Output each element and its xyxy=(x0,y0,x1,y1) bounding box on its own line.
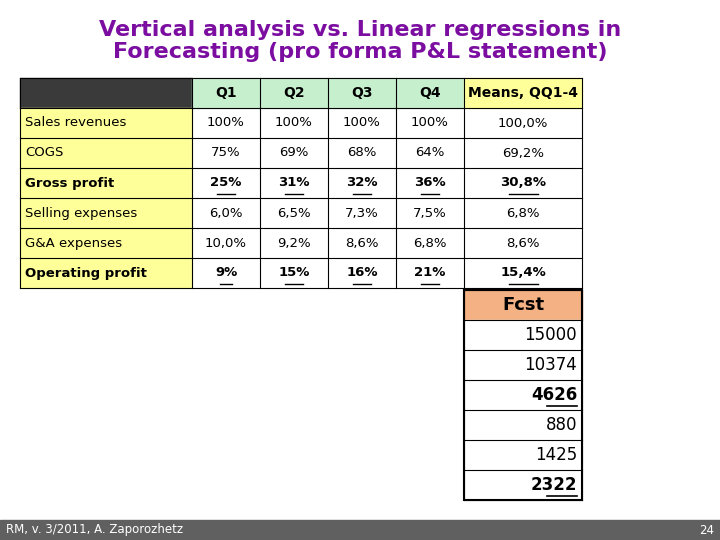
Text: 36%: 36% xyxy=(414,177,446,190)
Text: 7,3%: 7,3% xyxy=(345,206,379,219)
Bar xyxy=(20,258,192,288)
Bar xyxy=(464,320,582,350)
Text: 4626: 4626 xyxy=(531,386,577,404)
Bar xyxy=(396,78,464,108)
Text: G&A expenses: G&A expenses xyxy=(25,237,122,249)
Text: 7,5%: 7,5% xyxy=(413,206,447,219)
Text: 100%: 100% xyxy=(343,117,381,130)
Text: 1425: 1425 xyxy=(535,446,577,464)
Text: 100,0%: 100,0% xyxy=(498,117,548,130)
Bar xyxy=(20,78,192,108)
Text: 32%: 32% xyxy=(346,177,378,190)
Text: 15,4%: 15,4% xyxy=(500,267,546,280)
Bar xyxy=(328,78,396,108)
Bar xyxy=(20,198,192,228)
Text: Q2: Q2 xyxy=(283,86,305,100)
Text: Fcst: Fcst xyxy=(502,296,544,314)
Bar xyxy=(464,380,582,410)
Bar xyxy=(464,290,582,500)
Text: 31%: 31% xyxy=(278,177,310,190)
Bar xyxy=(20,168,192,198)
Text: Sales revenues: Sales revenues xyxy=(25,117,127,130)
Text: Means, QQ1-4: Means, QQ1-4 xyxy=(468,86,578,100)
Bar xyxy=(464,78,582,108)
Bar xyxy=(20,228,192,258)
Bar xyxy=(464,440,582,470)
Text: 8,6%: 8,6% xyxy=(506,237,540,249)
Text: 10374: 10374 xyxy=(524,356,577,374)
Text: 9%: 9% xyxy=(215,267,237,280)
Text: Vertical analysis vs. Linear regressions in: Vertical analysis vs. Linear regressions… xyxy=(99,20,621,40)
Bar xyxy=(464,290,582,320)
Text: 64%: 64% xyxy=(415,146,445,159)
Bar xyxy=(20,108,192,138)
Text: Q1: Q1 xyxy=(215,86,237,100)
Text: 16%: 16% xyxy=(346,267,378,280)
Text: 15%: 15% xyxy=(279,267,310,280)
Text: RM, v. 3/2011, A. Zaporozhetz: RM, v. 3/2011, A. Zaporozhetz xyxy=(6,523,183,537)
Text: 69%: 69% xyxy=(279,146,309,159)
Bar xyxy=(0,520,720,540)
Text: 9,2%: 9,2% xyxy=(277,237,311,249)
Text: 8,6%: 8,6% xyxy=(346,237,379,249)
Text: 68%: 68% xyxy=(347,146,377,159)
Text: 880: 880 xyxy=(546,416,577,434)
Text: 100%: 100% xyxy=(207,117,245,130)
Text: 6,0%: 6,0% xyxy=(210,206,243,219)
Text: 75%: 75% xyxy=(211,146,240,159)
Bar xyxy=(464,350,582,380)
Bar xyxy=(192,78,260,108)
Text: Selling expenses: Selling expenses xyxy=(25,206,138,219)
Bar xyxy=(464,470,582,500)
Bar xyxy=(464,410,582,440)
Text: Q4: Q4 xyxy=(419,86,441,100)
Text: 24: 24 xyxy=(699,523,714,537)
Text: Gross profit: Gross profit xyxy=(25,177,114,190)
Bar xyxy=(260,78,328,108)
Text: 15000: 15000 xyxy=(524,326,577,344)
Bar xyxy=(20,138,192,168)
Text: 100%: 100% xyxy=(275,117,313,130)
Text: 69,2%: 69,2% xyxy=(502,146,544,159)
Text: COGS: COGS xyxy=(25,146,63,159)
Text: 25%: 25% xyxy=(210,177,242,190)
Text: Forecasting (pro forma P&L statement): Forecasting (pro forma P&L statement) xyxy=(113,42,607,62)
Text: Q3: Q3 xyxy=(351,86,373,100)
Text: 6,5%: 6,5% xyxy=(277,206,311,219)
Text: 6,8%: 6,8% xyxy=(506,206,540,219)
Text: 2322: 2322 xyxy=(531,476,577,494)
Text: 30,8%: 30,8% xyxy=(500,177,546,190)
Text: Operating profit: Operating profit xyxy=(25,267,147,280)
Text: 10,0%: 10,0% xyxy=(205,237,247,249)
Text: 21%: 21% xyxy=(414,267,446,280)
Text: 100%: 100% xyxy=(411,117,449,130)
Text: 6,8%: 6,8% xyxy=(413,237,446,249)
